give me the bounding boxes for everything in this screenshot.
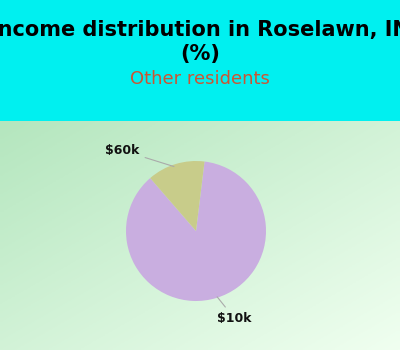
Text: ⌕ City-Data.com: ⌕ City-Data.com: [250, 135, 334, 145]
Wedge shape: [126, 161, 266, 301]
Text: $10k: $10k: [217, 297, 252, 325]
Bar: [0, 0, 400, 121]
Wedge shape: [150, 161, 204, 231]
Text: Income distribution in Roselawn, IN: Income distribution in Roselawn, IN: [0, 20, 400, 40]
Text: $60k: $60k: [105, 144, 174, 167]
Text: (%): (%): [180, 44, 220, 64]
Text: Other residents: Other residents: [130, 70, 270, 88]
